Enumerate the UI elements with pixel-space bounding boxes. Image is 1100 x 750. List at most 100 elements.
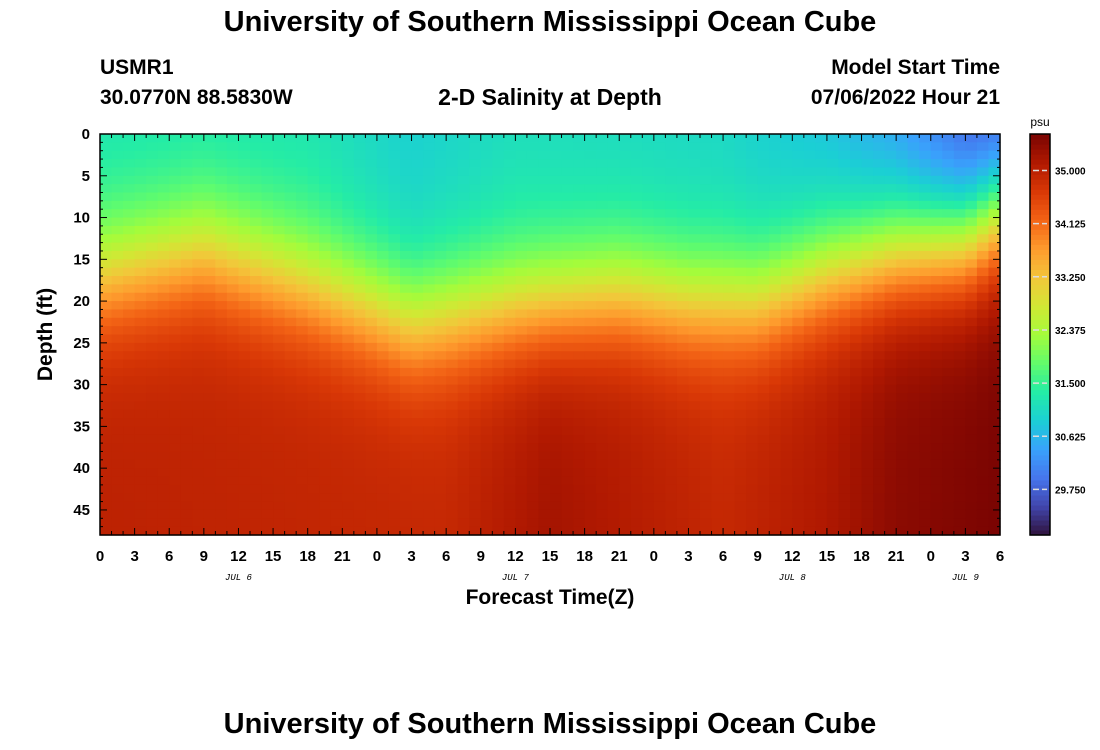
heatmap-cell (180, 184, 193, 194)
heatmap-cell (492, 250, 505, 260)
heatmap-cell (215, 384, 228, 394)
heatmap-cell (446, 401, 459, 411)
heatmap-cell (250, 493, 263, 503)
heatmap-cell (884, 259, 897, 269)
heatmap-cell (261, 367, 274, 377)
heatmap-cell (607, 326, 620, 336)
heatmap-cell (365, 142, 378, 152)
heatmap-cell (307, 509, 320, 519)
x-tick-label: 15 (542, 548, 559, 565)
heatmap-cell (907, 150, 920, 160)
heatmap-cell (734, 518, 747, 528)
heatmap-cell (342, 392, 355, 402)
heatmap-cell (469, 301, 482, 311)
heatmap-cell (307, 292, 320, 302)
heatmap-cell (676, 443, 690, 453)
heatmap-cell (826, 242, 840, 252)
heatmap-cell (400, 384, 413, 394)
heatmap-cell (146, 301, 159, 311)
heatmap-cell (723, 259, 736, 269)
heatmap-cell (838, 384, 851, 394)
heatmap-cell (942, 434, 955, 444)
heatmap-cell (526, 192, 540, 202)
heatmap-cell (930, 392, 943, 402)
heatmap-cell (942, 359, 955, 369)
heatmap-cell (665, 317, 678, 327)
heatmap-cell (723, 526, 736, 536)
heatmap-cell (561, 334, 574, 344)
heatmap-cell (711, 167, 724, 177)
heatmap-cell (976, 376, 990, 386)
heatmap-cell (365, 493, 378, 503)
heatmap-cell (446, 451, 459, 461)
heatmap-cell (169, 451, 182, 461)
heatmap-cell (850, 509, 863, 519)
heatmap-cell (861, 384, 874, 394)
heatmap-cell (757, 200, 770, 210)
heatmap-cell (538, 484, 551, 494)
heatmap-cell (400, 225, 413, 235)
heatmap-cell (619, 284, 632, 294)
heatmap-cell (388, 159, 401, 169)
heatmap-cell (226, 159, 240, 169)
heatmap-cell (988, 142, 1001, 152)
heatmap-cell (757, 351, 770, 361)
heatmap-cell (192, 484, 205, 494)
heatmap-cell (942, 292, 955, 302)
heatmap-cell (261, 234, 274, 244)
heatmap-cell (665, 217, 678, 227)
heatmap-cell (700, 326, 713, 336)
heatmap-cell (376, 418, 390, 427)
heatmap-cell (838, 351, 851, 361)
heatmap-cell (400, 167, 413, 177)
heatmap-cell (734, 175, 747, 185)
heatmap-cell (411, 142, 424, 152)
heatmap-cell (134, 276, 147, 285)
heatmap-cell (503, 259, 516, 269)
heatmap-cell (700, 401, 713, 411)
heatmap-cell (596, 142, 609, 152)
heatmap-cell (619, 484, 632, 494)
heatmap-cell (676, 468, 690, 478)
y-tick-label: 35 (73, 418, 90, 435)
heatmap-cell (988, 267, 1001, 277)
heatmap-cell (180, 409, 193, 419)
heatmap-cell (515, 359, 528, 369)
heatmap-cell (446, 184, 459, 194)
heatmap-cell (515, 142, 528, 152)
heatmap-cell (238, 509, 251, 519)
heatmap-cell (192, 301, 205, 311)
heatmap-cell (550, 409, 563, 419)
heatmap-cell (411, 267, 424, 277)
heatmap-cell (573, 326, 586, 336)
heatmap-cell (965, 376, 978, 386)
heatmap-cell (826, 292, 840, 302)
heatmap-cell (815, 476, 828, 486)
heatmap-cell (261, 418, 274, 427)
heatmap-cell (653, 209, 666, 219)
heatmap-cell (561, 434, 574, 444)
heatmap-cell (169, 476, 182, 486)
heatmap-cell (988, 150, 1001, 160)
heatmap-cell (400, 451, 413, 461)
heatmap-cell (769, 242, 782, 252)
heatmap-cell (538, 326, 551, 336)
heatmap-cell (919, 384, 932, 394)
heatmap-cell (734, 501, 747, 511)
heatmap-cell (884, 142, 897, 152)
heatmap-cell (826, 434, 840, 444)
heatmap-cell (723, 284, 736, 294)
heatmap-cell (538, 276, 551, 285)
heatmap-cell (700, 292, 713, 302)
heatmap-cell (480, 134, 493, 143)
heatmap-cell (746, 134, 759, 143)
heatmap-cell (365, 451, 378, 461)
heatmap-cell (284, 501, 297, 511)
heatmap-cell (757, 301, 770, 311)
x-tick-label: 18 (299, 548, 316, 565)
heatmap-cell (307, 167, 320, 177)
heatmap-cell (607, 509, 620, 519)
heatmap-cell (711, 234, 724, 244)
heatmap-cell (792, 342, 805, 352)
heatmap-cell (538, 150, 551, 160)
